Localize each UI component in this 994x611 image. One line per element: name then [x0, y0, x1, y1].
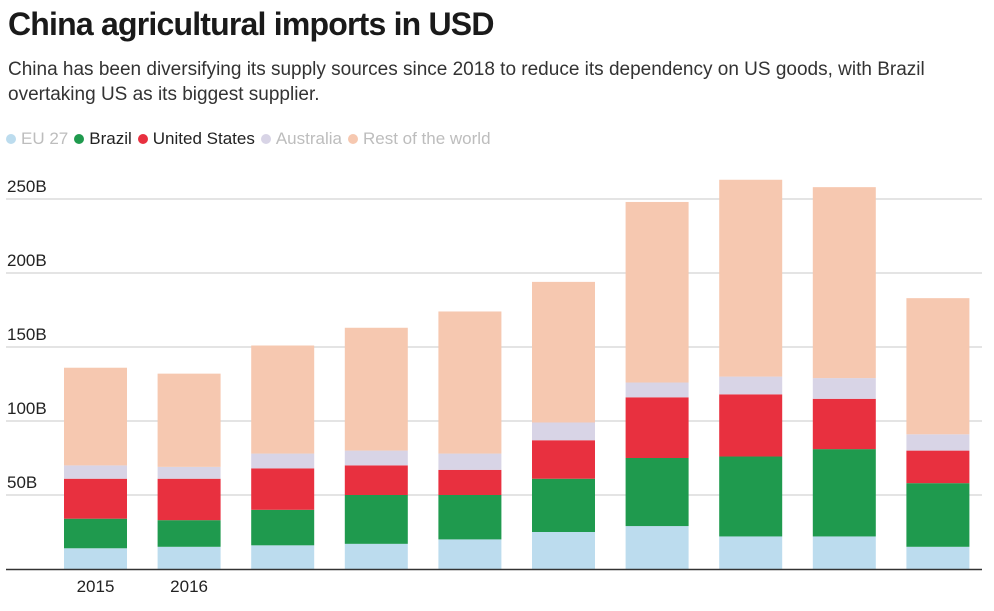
- bar-segment-australia: [625, 382, 689, 398]
- bar-segment-rest-of-the-world: [344, 327, 408, 451]
- bar-segment-brazil: [719, 456, 783, 537]
- legend-label-united-states: United States: [152, 129, 255, 148]
- bar-segment-australia: [251, 453, 315, 469]
- y-tick-label: 200B: [7, 251, 47, 270]
- bar-segment-brazil: [64, 518, 127, 549]
- chart-legend: EU 27 Brazil United States Australia Res…: [6, 129, 497, 149]
- legend-item-brazil: Brazil: [74, 129, 132, 149]
- bar-segment-eu-27: [64, 548, 127, 569]
- bar-segment-brazil: [251, 509, 315, 546]
- legend-item-united-states: United States: [137, 129, 255, 149]
- bar-segment-brazil: [532, 478, 595, 532]
- x-tick-label: 2015: [77, 577, 115, 596]
- bar-segment-united-states: [64, 478, 127, 519]
- bar-segment-eu-27: [812, 536, 876, 569]
- legend-item-australia: Australia: [260, 129, 342, 149]
- bar-segment-australia: [344, 450, 408, 466]
- bar-segment-united-states: [719, 394, 783, 457]
- bar-segment-brazil: [625, 458, 689, 527]
- bar-segment-rest-of-the-world: [812, 187, 876, 379]
- bar-segment-rest-of-the-world: [625, 201, 689, 383]
- bar-segment-rest-of-the-world: [64, 367, 127, 466]
- bar-segment-australia: [438, 453, 502, 470]
- bar-segment-united-states: [251, 468, 315, 510]
- bar-segment-united-states: [906, 450, 970, 484]
- bar-segment-eu-27: [532, 532, 595, 569]
- y-tick-label: 250B: [7, 177, 47, 196]
- bar-segment-rest-of-the-world: [719, 179, 783, 377]
- bar-segment-rest-of-the-world: [438, 311, 502, 454]
- bar-segment-brazil: [344, 495, 408, 544]
- chart-subtitle: China has been diversifying its supply s…: [8, 59, 925, 105]
- legend-swatch-rest-of-world: [347, 134, 358, 144]
- legend-swatch-united-states: [137, 134, 148, 144]
- bar-segment-united-states: [344, 465, 408, 495]
- legend-label-brazil: Brazil: [89, 129, 132, 148]
- bar-segment-eu-27: [906, 546, 970, 569]
- legend-item-rest-of-world: Rest of the world: [347, 129, 491, 149]
- bar-segment-united-states: [438, 469, 502, 495]
- legend-item-eu27: EU 27: [6, 129, 68, 149]
- bar-segment-rest-of-the-world: [251, 345, 315, 454]
- bar-segment-australia: [157, 466, 221, 479]
- bar-segment-eu-27: [719, 536, 783, 569]
- x-tick-label: 2016: [170, 577, 208, 596]
- bar-segment-united-states: [625, 397, 689, 458]
- y-tick-label: 50B: [7, 473, 37, 492]
- bar-segment-australia: [906, 434, 970, 451]
- bar-segment-australia: [812, 378, 876, 399]
- legend-label-eu27: EU 27: [21, 129, 69, 148]
- legend-label-rest-of-world: Rest of the world: [362, 129, 491, 148]
- bar-segment-rest-of-the-world: [906, 298, 970, 435]
- bar-segment-eu-27: [344, 543, 408, 569]
- bar-segment-rest-of-the-world: [157, 373, 221, 467]
- bar-segment-brazil: [157, 520, 221, 547]
- legend-label-australia: Australia: [275, 129, 342, 148]
- bar-segment-rest-of-the-world: [532, 281, 595, 423]
- bar-segment-united-states: [157, 478, 221, 521]
- legend-swatch-australia: [260, 134, 271, 144]
- bar-segment-eu-27: [251, 545, 315, 569]
- chart-title: China agricultural imports in USD: [8, 6, 494, 42]
- bar-segment-australia: [64, 465, 127, 479]
- bar-segment-australia: [719, 376, 783, 395]
- bar-segment-australia: [532, 422, 595, 441]
- bar-segment-brazil: [812, 449, 876, 537]
- bar-segment-brazil: [906, 483, 970, 547]
- bar-segment-brazil: [438, 495, 502, 540]
- y-tick-label: 100B: [7, 399, 47, 418]
- bar-segment-eu-27: [438, 539, 502, 569]
- y-tick-label: 150B: [7, 325, 47, 344]
- bar-segment-united-states: [532, 440, 595, 479]
- bar-segment-eu-27: [625, 526, 689, 569]
- legend-swatch-eu27: [6, 134, 16, 144]
- legend-swatch-brazil: [74, 134, 85, 144]
- bar-segment-eu-27: [157, 546, 221, 569]
- bar-segment-united-states: [812, 398, 876, 450]
